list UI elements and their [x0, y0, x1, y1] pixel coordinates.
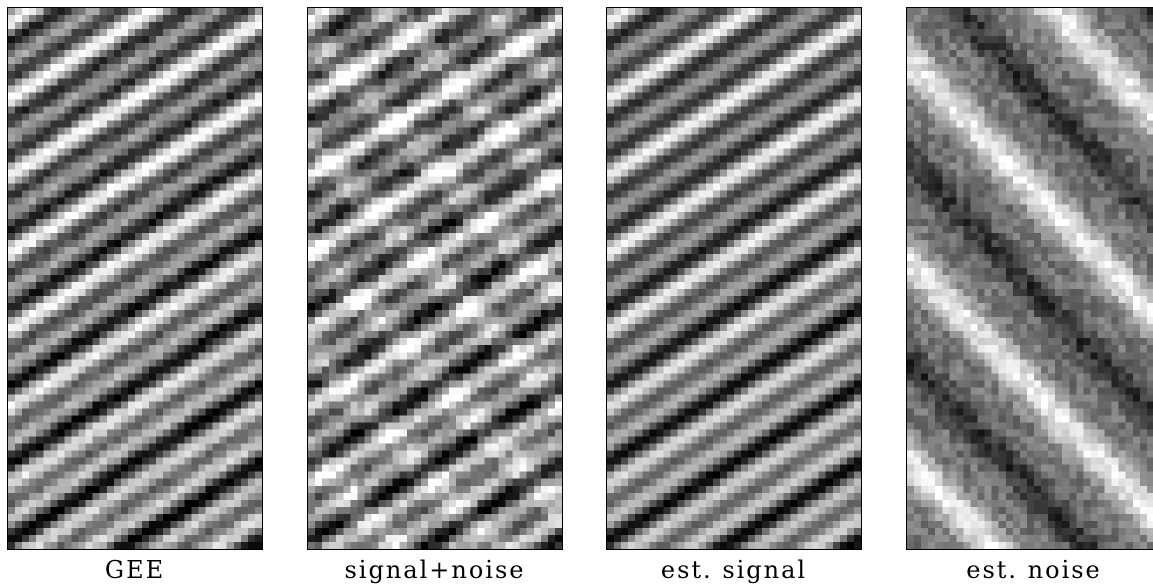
- est-signal-image: [607, 8, 861, 549]
- est-noise-caption: est. noise: [966, 556, 1102, 584]
- signal-plus-noise-image: [308, 8, 562, 549]
- est-noise-image-panel: [906, 7, 1153, 550]
- signal-plus-noise-image-panel: [307, 7, 563, 550]
- est-signal-caption: est. signal: [660, 556, 808, 584]
- est-signal-image-panel: [606, 7, 862, 550]
- signal-plus-noise-caption: signal+noise: [344, 556, 526, 584]
- gee-image: [8, 8, 262, 549]
- est-noise-image: [907, 8, 1153, 549]
- gee-image-panel: [7, 7, 263, 550]
- gee-caption: GEE: [104, 556, 166, 584]
